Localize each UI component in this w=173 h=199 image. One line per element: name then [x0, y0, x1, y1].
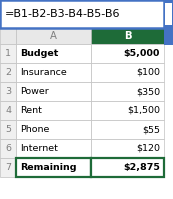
Bar: [16, 158, 91, 177]
Text: Power: Power: [20, 87, 49, 96]
Text: $120: $120: [136, 144, 160, 153]
Text: 3: 3: [5, 87, 11, 96]
Text: Rent: Rent: [20, 106, 42, 115]
Bar: [91, 101, 164, 120]
Text: 2: 2: [5, 68, 11, 77]
Text: Insurance: Insurance: [20, 68, 67, 77]
Bar: [16, 139, 91, 158]
Text: $350: $350: [136, 87, 160, 96]
Text: A: A: [50, 31, 57, 41]
Bar: [16, 120, 91, 139]
Bar: [91, 139, 164, 158]
Bar: [0, 158, 16, 177]
Text: $55: $55: [142, 125, 160, 134]
Text: $1,500: $1,500: [127, 106, 160, 115]
Bar: [16, 101, 91, 120]
Bar: [0, 0, 164, 28]
Bar: [0, 139, 16, 158]
Bar: [16, 82, 91, 101]
Bar: [0, 120, 16, 139]
Bar: [91, 120, 164, 139]
Bar: [91, 44, 164, 63]
Text: 5: 5: [5, 125, 11, 134]
Text: $2,875: $2,875: [123, 163, 160, 172]
Text: Phone: Phone: [20, 125, 49, 134]
Text: 7: 7: [5, 163, 11, 172]
Text: 1: 1: [5, 49, 11, 58]
Text: Budget: Budget: [20, 49, 58, 58]
Bar: [91, 158, 164, 177]
Bar: [165, 3, 172, 25]
Polygon shape: [165, 3, 172, 11]
Text: =B1-B2-B3-B4-B5-B6: =B1-B2-B3-B4-B5-B6: [5, 9, 121, 19]
Bar: [0, 82, 16, 101]
Bar: [16, 44, 91, 63]
Text: B: B: [124, 31, 131, 41]
Text: $5,000: $5,000: [124, 49, 160, 58]
Bar: [164, 0, 173, 45]
Bar: [0, 63, 16, 82]
Text: Internet: Internet: [20, 144, 58, 153]
Bar: [16, 63, 91, 82]
Bar: [0, 28, 16, 44]
Bar: [0, 44, 16, 63]
Bar: [91, 63, 164, 82]
Bar: [91, 28, 164, 44]
Bar: [91, 82, 164, 101]
Text: 6: 6: [5, 144, 11, 153]
Text: $100: $100: [136, 68, 160, 77]
Bar: [0, 101, 16, 120]
Text: Remaining: Remaining: [20, 163, 76, 172]
Text: 4: 4: [5, 106, 11, 115]
Bar: [16, 28, 91, 44]
